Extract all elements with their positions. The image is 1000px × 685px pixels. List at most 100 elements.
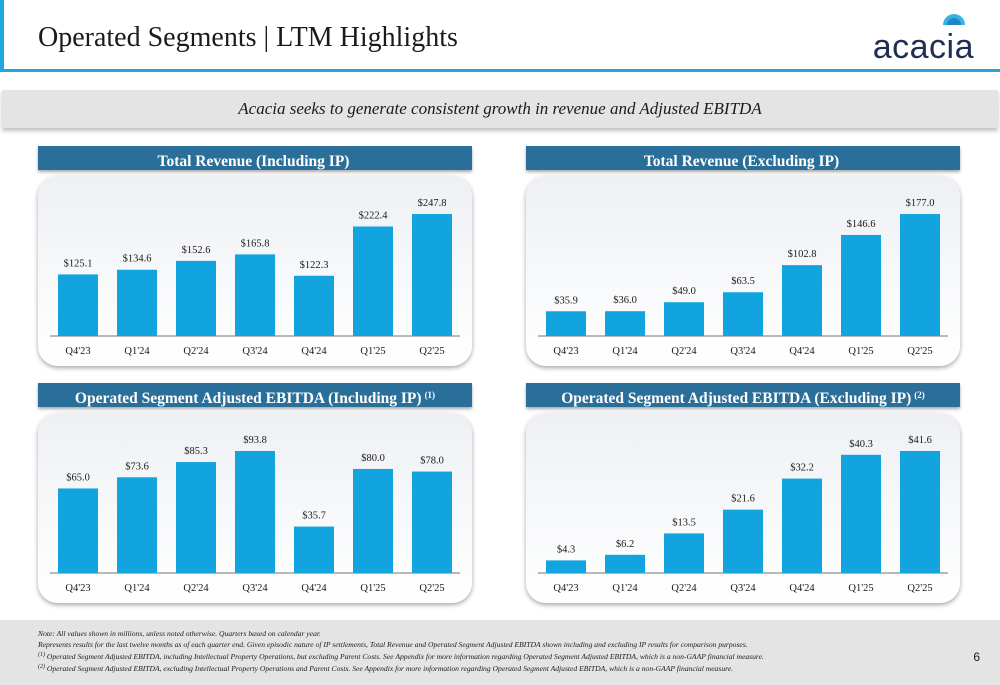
bar — [546, 560, 586, 573]
bar — [546, 311, 586, 336]
bar-chart: $35.9 Q4'23 $36.0 Q1'24 $49.0 Q2'24 $63.5 Q3'24… — [538, 198, 948, 357]
bar — [235, 254, 275, 336]
data-label: $165.8 — [241, 238, 270, 249]
bar — [900, 214, 940, 336]
data-label: $78.0 — [420, 456, 444, 467]
category-label: Q4'23 — [65, 346, 90, 357]
data-label: $177.0 — [906, 198, 935, 209]
bar — [117, 269, 157, 336]
data-label: $36.0 — [613, 295, 637, 306]
category-label: Q4'23 — [553, 346, 578, 357]
category-label: Q4'24 — [301, 583, 327, 594]
logo-dome-icon — [943, 14, 965, 25]
category-label: Q1'24 — [612, 583, 638, 594]
bar — [353, 468, 393, 573]
footnotes: Note: All values shown in millions, unle… — [38, 628, 938, 674]
chart-card: $65.0 Q4'23 $73.6 Q1'24 $85.3 Q2'24 $93.8 Q3'24… — [38, 413, 472, 603]
category-label: Q3'24 — [730, 583, 756, 594]
footnote-represents: Represents results for the last twelve m… — [38, 640, 748, 649]
data-label: $122.3 — [300, 260, 329, 271]
bar — [235, 451, 275, 573]
category-label: Q1'25 — [360, 346, 385, 357]
bar — [664, 533, 704, 573]
bar-chart: $4.3 Q4'23 $6.2 Q1'24 $13.5 Q2'24 $21.6 Q3'24 $3… — [538, 435, 948, 594]
data-label: $125.1 — [64, 258, 93, 269]
category-label: Q2'24 — [183, 346, 209, 357]
bar — [176, 260, 216, 336]
panel-footnote-ref: (2) — [914, 390, 925, 400]
data-label: $13.5 — [672, 517, 696, 528]
chart-card: $35.9 Q4'23 $36.0 Q1'24 $49.0 Q2'24 $63.5 Q3'24… — [526, 176, 960, 366]
bar — [900, 451, 940, 573]
bar — [841, 454, 881, 573]
category-label: Q2'25 — [419, 583, 444, 594]
category-label: Q4'24 — [789, 346, 815, 357]
data-label: $21.6 — [731, 494, 755, 505]
panel-header: Total Revenue (Including IP) — [38, 146, 472, 170]
footnote-note: Note: All values shown in millions, unle… — [38, 629, 321, 638]
bar — [723, 292, 763, 336]
category-label: Q1'25 — [360, 583, 385, 594]
data-label: $222.4 — [359, 211, 389, 222]
category-label: Q2'24 — [671, 583, 697, 594]
panel-ebitda-incl-ip: Operated Segment Adjusted EBITDA (Includ… — [38, 383, 474, 605]
bar — [412, 214, 452, 336]
panel-total-revenue-incl-ip: Total Revenue (Including IP) $125.1 Q4'23… — [38, 146, 474, 368]
data-label: $152.6 — [182, 245, 211, 256]
bar — [412, 471, 452, 573]
tagline-banner: Acacia seeks to generate consistent grow… — [2, 90, 998, 128]
data-label: $35.7 — [302, 511, 326, 522]
data-label: $146.6 — [847, 219, 876, 230]
panel-header: Total Revenue (Excluding IP) — [526, 146, 960, 170]
bar — [605, 311, 645, 336]
data-label: $134.6 — [123, 254, 152, 265]
category-label: Q4'23 — [553, 583, 578, 594]
data-label: $73.6 — [125, 461, 149, 472]
logo-wordmark: acacia — [872, 28, 974, 66]
bar — [782, 478, 822, 573]
category-label: Q1'24 — [124, 346, 150, 357]
footnote-1-marker: (1) — [38, 652, 45, 658]
category-label: Q2'25 — [907, 583, 932, 594]
bar-chart: $125.1 Q4'23 $134.6 Q1'24 $152.6 Q2'24 $165.8 Q… — [50, 198, 460, 357]
category-label: Q2'24 — [183, 583, 209, 594]
panel-header: Operated Segment Adjusted EBITDA (Includ… — [38, 383, 472, 407]
bar — [353, 226, 393, 336]
page-title: Operated Segments | LTM Highlights — [38, 22, 458, 53]
data-label: $35.9 — [554, 295, 578, 306]
data-label: $102.8 — [788, 249, 817, 260]
footnote-1: (1) Operated Segment Adjusted EBITDA, in… — [38, 650, 938, 662]
title-divider — [0, 69, 1000, 72]
footnote-2-marker: (2) — [38, 664, 45, 670]
footnote-2-text: Operated Segment Adjusted EBITDA, exclud… — [46, 664, 734, 673]
panel-title: Total Revenue (Including IP) — [157, 153, 350, 170]
bar — [294, 275, 334, 336]
tagline-text: Acacia seeks to generate consistent grow… — [238, 99, 762, 118]
category-label: Q4'23 — [65, 583, 90, 594]
data-label: $4.3 — [557, 544, 575, 555]
bar — [664, 302, 704, 336]
bar — [117, 477, 157, 573]
bar-chart: $65.0 Q4'23 $73.6 Q1'24 $85.3 Q2'24 $93.8 Q3'24… — [50, 435, 460, 594]
panel-header: Operated Segment Adjusted EBITDA (Exclud… — [526, 383, 960, 407]
category-label: Q1'24 — [612, 346, 638, 357]
chart-card: $4.3 Q4'23 $6.2 Q1'24 $13.5 Q2'24 $21.6 Q3'24 $3… — [526, 413, 960, 603]
panel-title: Total Revenue (Excluding IP) — [643, 153, 840, 170]
category-label: Q3'24 — [242, 346, 268, 357]
data-label: $6.2 — [616, 539, 634, 550]
bar — [294, 526, 334, 573]
category-label: Q3'24 — [242, 583, 268, 594]
category-label: Q1'25 — [848, 583, 873, 594]
bar — [782, 265, 822, 336]
data-label: $49.0 — [672, 286, 696, 297]
footer-band: Note: All values shown in millions, unle… — [0, 620, 1000, 685]
bar — [58, 488, 98, 573]
data-label: $85.3 — [184, 446, 208, 457]
footnote-1-text: Operated Segment Adjusted EBITDA, includ… — [46, 652, 764, 661]
category-label: Q2'25 — [907, 346, 932, 357]
bar — [723, 509, 763, 573]
category-label: Q3'24 — [730, 346, 756, 357]
category-label: Q1'25 — [848, 346, 873, 357]
category-label: Q4'24 — [301, 346, 327, 357]
chart-card: $125.1 Q4'23 $134.6 Q1'24 $152.6 Q2'24 $165.8 Q… — [38, 176, 472, 366]
